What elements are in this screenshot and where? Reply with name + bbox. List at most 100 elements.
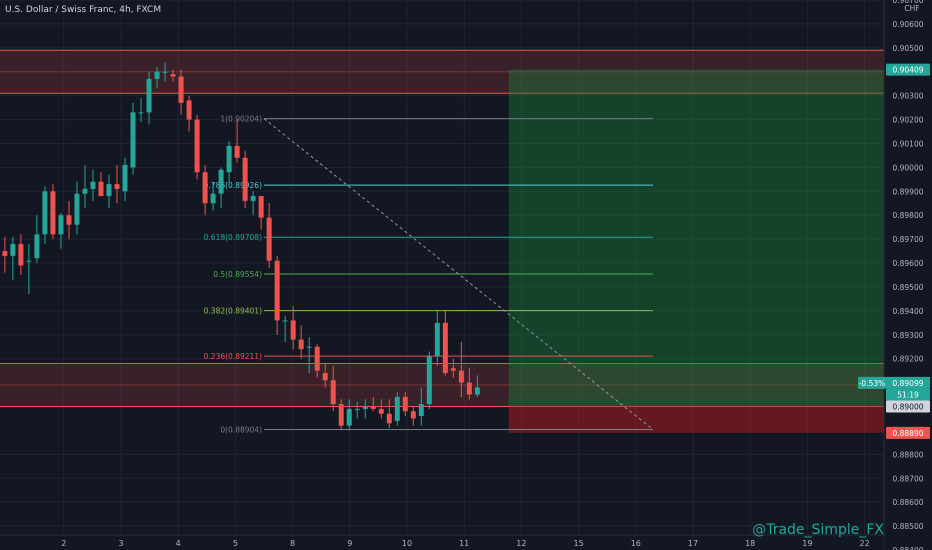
price-label-text: 0.90409 (892, 66, 923, 75)
candle-body (203, 172, 208, 203)
time-axis-tick: 17 (688, 539, 698, 548)
candle-body (315, 347, 320, 371)
chart-title: U.S. Dollar / Swiss Franc, 4h, FXCM (5, 5, 161, 15)
candle-body (155, 72, 160, 79)
price-axis-tick: 0.89700 (892, 235, 923, 244)
candle-body (339, 404, 344, 426)
candle-body (179, 77, 184, 103)
price-axis-tick: 0.90000 (892, 163, 923, 172)
watermark: @Trade_Simple_FX (752, 522, 884, 538)
candle-body (435, 323, 440, 356)
candle-body (467, 383, 472, 395)
time-axis-tick: 12 (516, 539, 526, 548)
candle-body (50, 191, 55, 234)
candle-body (387, 414, 392, 424)
price-axis-tick: 0.90300 (892, 92, 923, 101)
price-label-text: 0.89099 (892, 379, 923, 388)
candle-body (259, 196, 264, 218)
candle-body (42, 191, 47, 234)
candle-body (427, 356, 432, 404)
price-axis-tick: 0.88700 (892, 474, 923, 483)
candle-body (18, 244, 23, 266)
time-axis-tick: 3 (118, 539, 123, 548)
time-axis-tick: 9 (347, 539, 352, 548)
price-axis-tick: 0.89900 (892, 187, 923, 196)
time-axis-tick: 15 (574, 539, 584, 548)
change-label: -0.53% (859, 379, 886, 388)
time-axis-tick: 8 (290, 539, 295, 548)
candle-body (347, 409, 352, 426)
candle-body (163, 72, 168, 73)
candle-body (147, 79, 152, 112)
price-axis-tick: 0.90200 (892, 116, 923, 125)
candle-body (235, 146, 240, 158)
price-axis-tick: 0.89400 (892, 307, 923, 316)
candle-body (243, 158, 248, 201)
candle-body (323, 373, 328, 380)
candle-body (395, 397, 400, 421)
fib-level-label: 0.236(0.89211) (204, 352, 262, 361)
candle-body (451, 368, 456, 370)
fib-level-label: 1(0.90204) (220, 115, 262, 124)
candle-body (275, 261, 280, 321)
candle-body (403, 397, 408, 411)
candle-body (219, 170, 224, 194)
candle-body (58, 215, 63, 234)
fib-level-label: 0.382(0.89401) (204, 307, 262, 316)
candle-body (331, 380, 336, 404)
price-axis-tick: 0.88500 (892, 522, 923, 531)
price-axis-tick: 0.89200 (892, 355, 923, 364)
time-axis-tick: 22 (860, 539, 870, 548)
candle-body (371, 407, 376, 409)
price-axis-tick: 0.90600 (892, 20, 923, 29)
time-axis-tick: 11 (459, 539, 469, 548)
time-axis-tick: 19 (802, 539, 812, 548)
price-axis-tick: 0.89600 (892, 259, 923, 268)
candle-body (251, 196, 256, 201)
candle-body (267, 218, 272, 261)
candle-body (139, 112, 144, 113)
price-axis-tick: 0.88400 (892, 546, 923, 550)
fib-level-label: 0.786(0.89926) (204, 181, 262, 190)
candle-body (299, 340, 304, 350)
candle-body (419, 404, 424, 416)
fib-level-label: 0.5(0.89554) (213, 270, 262, 279)
price-axis-tick: 0.88800 (892, 450, 923, 459)
time-axis-tick: 10 (402, 539, 412, 548)
candle-body (106, 184, 111, 196)
price-axis-tick: 0.89800 (892, 211, 923, 220)
time-axis-tick: 2 (61, 539, 66, 548)
candle-body (195, 120, 200, 173)
candle-body (411, 411, 416, 418)
candle-body (90, 182, 95, 189)
fib-level-label: 0(0.88904) (220, 425, 262, 434)
candle-body (291, 320, 296, 339)
candle-body (187, 100, 192, 119)
candle-body (26, 261, 31, 262)
candle-body (74, 194, 79, 225)
price-axis-tick: 0.88600 (892, 498, 923, 507)
price-axis-currency: CHF (904, 4, 919, 13)
candle-body (355, 409, 360, 410)
price-axis-tick: 0.90500 (892, 44, 923, 53)
time-axis-tick: 5 (233, 539, 238, 548)
candle-body (114, 184, 119, 189)
price-axis (884, 0, 932, 550)
price-label-text: 51:19 (897, 391, 919, 400)
time-axis-tick: 16 (631, 539, 641, 548)
candle-body (82, 189, 87, 194)
position-loss-zone (509, 407, 884, 433)
candle-body (211, 194, 216, 204)
candle-body (123, 165, 128, 191)
candle-body (10, 244, 15, 256)
price-label-text: 0.88890 (892, 429, 923, 438)
time-axis-tick: 18 (745, 539, 755, 548)
fib-level-label: 0.618(0.89708) (204, 233, 262, 242)
candle-body (363, 407, 368, 409)
candle-body (171, 74, 176, 76)
candle-body (379, 409, 384, 414)
candle-body (443, 323, 448, 373)
price-axis-tick: 0.89500 (892, 283, 923, 292)
candle-body (283, 320, 288, 321)
